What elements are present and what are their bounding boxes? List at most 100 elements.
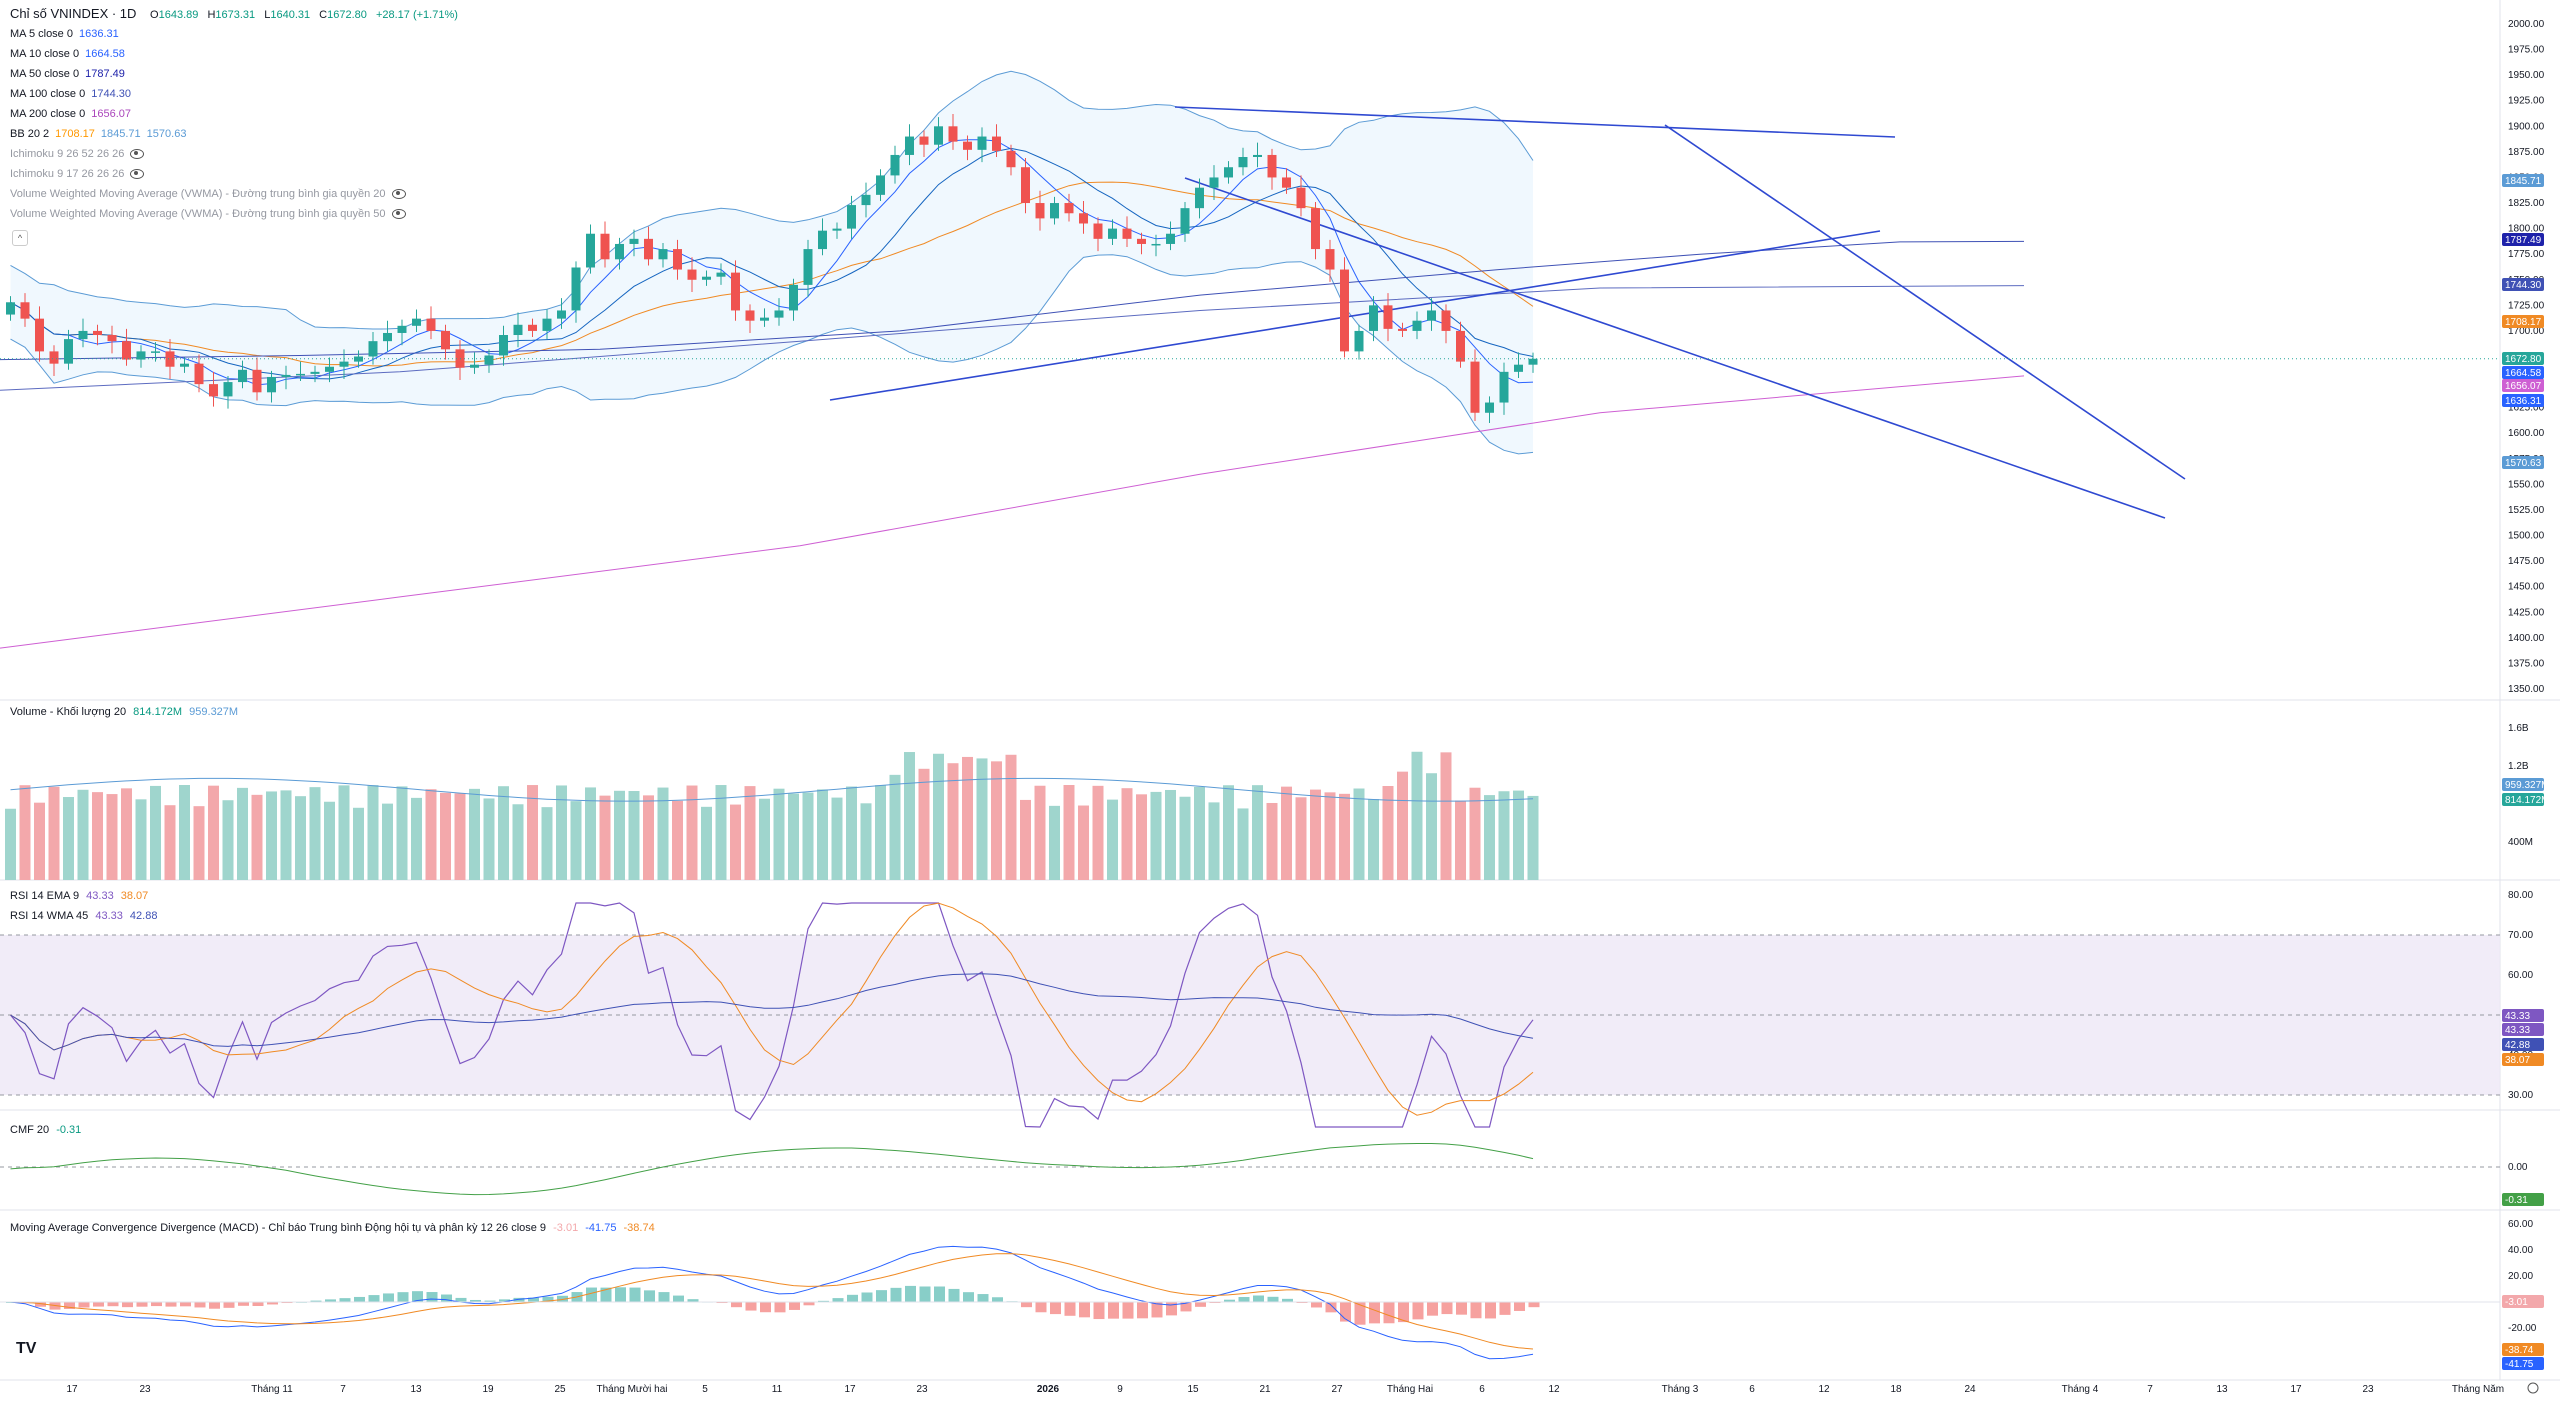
eye-icon[interactable] — [391, 209, 406, 220]
candle-body — [542, 318, 552, 331]
indicator-row[interactable]: MA 10 close 0 1664.58 — [10, 48, 125, 60]
macd-histogram-bar — [861, 1292, 873, 1302]
volume-bar — [1223, 785, 1234, 880]
indicator-row[interactable]: MA 5 close 0 1636.31 — [10, 28, 119, 40]
macd-histogram-bar — [194, 1302, 206, 1308]
eye-icon[interactable] — [391, 189, 406, 200]
macd-histogram-bar — [513, 1297, 525, 1302]
macd-histogram-bar — [122, 1302, 133, 1308]
volume-bar — [1237, 808, 1249, 880]
volume-bar — [556, 785, 567, 880]
volume-bar — [817, 789, 828, 880]
candle-body — [1514, 364, 1523, 372]
macd-histogram-bar — [1166, 1302, 1177, 1316]
volume-bar — [1194, 786, 1205, 880]
price-tick-label: 1825.00 — [2508, 198, 2545, 209]
x-tick-label: 15 — [1187, 1384, 1199, 1395]
hidden-indicator-row[interactable]: Ichimoku 9 26 52 26 26 — [10, 148, 145, 160]
candle-body — [49, 351, 59, 364]
candle-body — [223, 382, 233, 397]
candle-body — [1485, 402, 1494, 413]
candle-body — [557, 310, 566, 319]
candle-body — [1499, 371, 1509, 403]
hidden-indicator-row[interactable]: Volume Weighted Moving Average (VWMA) - … — [10, 208, 406, 220]
collapse-legend-button[interactable]: ^ — [12, 230, 28, 246]
volume-bar — [48, 786, 60, 880]
bollinger-band-fill — [10, 71, 1533, 454]
volume-bar — [1049, 805, 1060, 880]
volume-bar — [179, 785, 190, 880]
rsi-ema-legend[interactable]: RSI 14 EMA 9 43.33 38.07 — [10, 890, 149, 902]
candle-body — [267, 376, 276, 393]
volume-bar — [1339, 793, 1350, 880]
macd-histogram-bar — [397, 1292, 409, 1302]
price-tick-label: 1350.00 — [2508, 684, 2545, 695]
cmf-legend[interactable]: CMF 20 -0.31 — [10, 1124, 82, 1136]
rsi-wma-legend[interactable]: RSI 14 WMA 45 43.33 42.88 — [10, 910, 158, 922]
price-tick-label: 2000.00 — [2508, 19, 2545, 30]
candle-body — [1427, 310, 1436, 321]
volume-bar — [1179, 796, 1191, 880]
candle-body — [1369, 305, 1378, 331]
rsi-ema-line — [10, 902, 1534, 1116]
volume-bar — [483, 798, 495, 880]
symbol-title[interactable]: Chỉ số VNINDEX · 1D — [10, 6, 137, 21]
candle-body — [905, 136, 914, 155]
ma100-line — [0, 285, 2025, 391]
macd-axis-label-bg — [2502, 1343, 2544, 1356]
x-tick-label: Tháng Mười hai — [596, 1384, 667, 1395]
volume-legend[interactable]: Volume - Khối lượng 20 814.172M 959.327M — [10, 706, 239, 718]
x-tick-label: 17 — [66, 1384, 78, 1395]
candle-body — [354, 356, 363, 362]
rsi-axis-label-bg — [2502, 1053, 2544, 1066]
candle-body — [992, 136, 1001, 151]
macd-histogram-bar — [658, 1292, 670, 1302]
candle-body — [1528, 358, 1538, 365]
price-tick-label: 1700.00 — [2508, 326, 2545, 337]
indicator-row[interactable]: MA 200 close 0 1656.07 — [10, 108, 131, 120]
eye-icon[interactable] — [130, 169, 145, 180]
x-tick-label: 5 — [702, 1384, 708, 1395]
x-tick-label: 25 — [554, 1384, 566, 1395]
volume-bar — [1092, 785, 1104, 880]
macd-legend[interactable]: Moving Average Convergence Divergence (M… — [10, 1222, 655, 1234]
macd-axis-label-bg — [2502, 1357, 2544, 1370]
hidden-indicator-row[interactable]: Ichimoku 9 17 26 26 26 — [10, 168, 145, 180]
volume-bar — [1295, 797, 1307, 880]
price-tick-label: 1775.00 — [2508, 249, 2545, 260]
hidden-indicator-row[interactable]: Volume Weighted Moving Average (VWMA) - … — [10, 188, 406, 200]
price-tick-label: 1400.00 — [2508, 633, 2545, 644]
price-axis-label: 1664.58 — [2505, 368, 2542, 379]
macd-histogram-bar — [774, 1302, 786, 1313]
volume-bar — [1121, 788, 1133, 880]
volume-bar — [469, 788, 480, 880]
indicator-row[interactable]: MA 100 close 0 1744.30 — [10, 88, 131, 100]
indicator-row[interactable]: BB 20 2 1708.17 1845.71 1570.63 — [10, 128, 187, 140]
volume-bar — [382, 803, 393, 880]
candle-body — [1006, 150, 1016, 168]
volume-bar — [237, 787, 248, 880]
macd-histogram-bar — [1325, 1302, 1337, 1313]
candle-body — [1398, 328, 1407, 331]
macd-histogram-bar — [1064, 1302, 1076, 1316]
eye-icon[interactable] — [130, 149, 145, 160]
indicator-row[interactable]: MA 50 close 0 1787.49 — [10, 68, 125, 80]
candle-body — [1238, 157, 1248, 168]
macd-histogram-bar — [1079, 1302, 1090, 1318]
candle-body — [1166, 233, 1175, 244]
price-axis-label: 1708.17 — [2505, 317, 2542, 328]
volume-bar — [1310, 789, 1321, 880]
macd-histogram-bar — [267, 1302, 278, 1305]
volume-bar — [193, 806, 205, 880]
x-tick-label: 23 — [916, 1384, 928, 1395]
volume-axis-label: 814.172M — [2505, 795, 2549, 806]
macd-histogram-bar — [310, 1300, 322, 1302]
candle-body — [426, 318, 436, 331]
x-tick-label: 17 — [2290, 1384, 2302, 1395]
macd-histogram-bar — [1122, 1302, 1134, 1319]
macd-histogram-bar — [383, 1293, 394, 1302]
macd-histogram-bar — [977, 1294, 989, 1302]
x-tick-label: 6 — [1479, 1384, 1485, 1395]
macd-histogram-bar — [1354, 1302, 1366, 1325]
